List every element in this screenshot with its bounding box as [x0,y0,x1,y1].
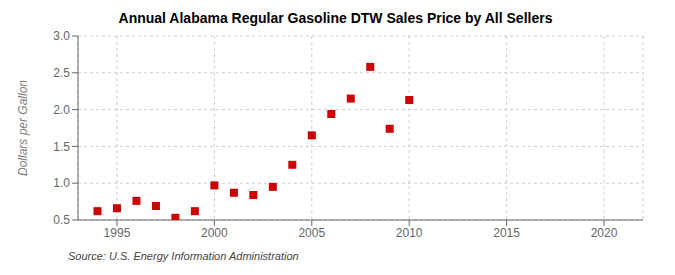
svg-text:2010: 2010 [396,226,423,240]
svg-text:1.5: 1.5 [53,140,70,154]
svg-text:1995: 1995 [104,226,131,240]
svg-text:0.5: 0.5 [53,213,70,227]
svg-text:3.0: 3.0 [53,29,70,43]
svg-text:2015: 2015 [493,226,520,240]
svg-text:2020: 2020 [591,226,618,240]
svg-text:Dollars per Gallon: Dollars per Gallon [16,80,30,176]
svg-text:2005: 2005 [298,226,325,240]
svg-text:1.0: 1.0 [53,176,70,190]
svg-text:2.0: 2.0 [53,103,70,117]
svg-text:2000: 2000 [201,226,228,240]
html-text:Source: U.S. Energy Informatio: Source: U.S. Energy Information Administ… [68,250,299,262]
svg-text:2.5: 2.5 [53,66,70,80]
html-text:Annual Alabama Regular Gasolin: Annual Alabama Regular Gasoline DTW Sale… [118,10,553,26]
